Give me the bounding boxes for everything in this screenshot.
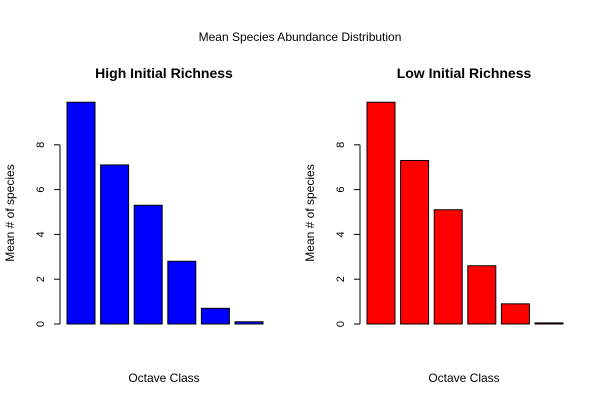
bars — [66, 101, 264, 325]
y-tick-label: 0 — [335, 321, 347, 327]
y-tick-label: 8 — [35, 142, 47, 148]
figure-title: Mean Species Abundance Distribution — [199, 30, 402, 44]
y-tick-label: 2 — [35, 276, 47, 282]
x-axis-label: Octave Class — [428, 371, 499, 385]
panel-title: High Initial Richness — [95, 65, 233, 81]
panel-title: Low Initial Richness — [397, 65, 532, 81]
y-tick-label: 8 — [335, 142, 347, 148]
bars — [366, 101, 564, 325]
bar-1 — [66, 101, 96, 325]
bar-4 — [467, 265, 497, 325]
panel-low-initial-richness: Low Initial Richness Mean # of species O… — [303, 65, 564, 385]
y-tick-label: 6 — [35, 187, 47, 193]
y-tick-label: 4 — [335, 231, 347, 237]
y-axis: 0 2 4 6 8 — [335, 142, 361, 327]
bar-3 — [133, 204, 163, 325]
bar-2 — [400, 159, 430, 325]
bar-4 — [167, 260, 197, 325]
y-tick-label: 2 — [335, 276, 347, 282]
y-tick-label: 6 — [335, 187, 347, 193]
bar-3 — [433, 209, 463, 325]
y-axis: 0 2 4 6 8 — [35, 142, 61, 327]
panel-high-initial-richness: High Initial Richness Mean # of species … — [3, 65, 264, 385]
y-axis-label: Mean # of species — [303, 164, 317, 261]
y-axis-label: Mean # of species — [3, 164, 17, 261]
y-tick-label: 0 — [35, 321, 47, 327]
bar-1 — [366, 101, 396, 325]
bar-5 — [500, 303, 530, 325]
bar-5 — [200, 307, 230, 325]
bar-2 — [100, 164, 130, 325]
y-tick-label: 4 — [35, 231, 47, 237]
bar-6 — [234, 321, 264, 325]
bar-6 — [534, 322, 564, 325]
x-axis-label: Octave Class — [128, 371, 199, 385]
